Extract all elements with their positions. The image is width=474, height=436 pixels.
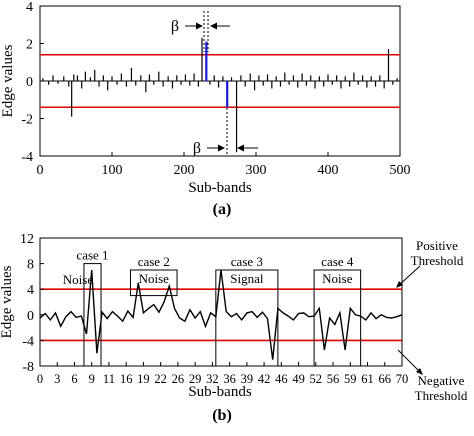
x-tick-label: 400 (318, 163, 339, 178)
y-tick-label: -4 (22, 334, 34, 349)
x-tick-label: 19 (137, 372, 150, 386)
y-tick-label: 0 (27, 309, 34, 324)
x-tick-label: 26 (172, 372, 185, 386)
x-tick-label: 39 (241, 372, 254, 386)
beta-annotation-top: β (171, 11, 230, 52)
x-tick-label: 46 (275, 372, 288, 386)
beta-arrowhead-right (210, 22, 217, 30)
beta-label-bottom: β (193, 140, 201, 157)
case-label: Signal (230, 271, 264, 286)
beta-bottom-arrowhead-left (218, 144, 225, 152)
panel-b-tag: (b) (212, 407, 232, 424)
case-box (130, 269, 178, 297)
y-tick-label: 4 (27, 283, 34, 298)
panel-a-xlabel: Sub-bands (188, 180, 251, 196)
positive-threshold-arrowhead (396, 281, 403, 288)
panel-a: 4 2 0 -2 -4 0 100 200 300 400 500 Sub-bands Edge … (0, 0, 411, 218)
y-tick-label: 0 (26, 75, 33, 90)
x-tick-label: 6 (71, 372, 77, 386)
beta-annotation-bottom: β (193, 108, 258, 157)
positive-threshold-arrow (397, 265, 421, 287)
x-tick-label: 36 (223, 372, 236, 386)
negative-threshold-arrowhead (416, 368, 423, 375)
case-label: Noise (139, 271, 170, 286)
x-tick-label: 0 (37, 372, 43, 386)
beta-label-top: β (171, 18, 179, 35)
x-tick-label: 0 (37, 163, 44, 178)
x-tick-label: 9 (89, 372, 95, 386)
x-tick-label: 300 (246, 163, 267, 178)
x-tick-label: 16 (120, 372, 133, 386)
edge-values-line (39, 269, 403, 360)
panel-b: case 1 Noise case 2 Noise case 3 Signal case 4… (0, 232, 468, 424)
x-tick-label: 59 (344, 372, 357, 386)
y-tick-label: 12 (20, 232, 34, 247)
x-tick-label: 100 (102, 163, 123, 178)
negative-threshold-label: Negative Threshold (415, 373, 468, 403)
case-title: case 4 (321, 254, 354, 269)
case-title: case 2 (138, 254, 170, 269)
x-tick-label: 66 (379, 372, 392, 386)
case-label: Noise (322, 271, 353, 286)
beta-bottom-arrowhead-right (237, 144, 244, 152)
x-tick-label: 52 (310, 372, 323, 386)
panel-a-tag: (a) (213, 201, 232, 218)
panel-b-xlabel: Sub-bands (188, 384, 251, 400)
case-box (313, 269, 362, 367)
x-tick-label: 61 (361, 372, 374, 386)
positive-threshold-label: Positive Threshold (411, 238, 464, 268)
x-tick-label: 22 (154, 372, 167, 386)
case-label: Noise (63, 272, 94, 287)
x-tick-label: 56 (327, 372, 340, 386)
panel-b-ylabel: Edge values (0, 265, 15, 338)
x-tick-label: 11 (103, 372, 115, 386)
x-tick-label: 200 (174, 163, 195, 178)
negative-threshold-arrow (397, 349, 421, 373)
x-tick-label: 70 (396, 372, 409, 386)
y-tick-label: -2 (21, 113, 33, 128)
case-box (83, 263, 102, 367)
y-tick-label: -4 (21, 150, 33, 165)
x-tick-label: 29 (189, 372, 202, 386)
beta-arrowhead-left (196, 22, 203, 30)
panel-a-ylabel: Edge values (0, 44, 16, 117)
case-title: case 3 (231, 254, 263, 269)
x-tick-label: 42 (258, 372, 271, 386)
y-tick-label: 4 (26, 0, 33, 15)
x-tick-label: 500 (390, 163, 411, 178)
x-tick-label: 3 (54, 372, 60, 386)
x-tick-label: 49 (292, 372, 305, 386)
y-tick-label: -8 (22, 360, 34, 375)
case-title: case 1 (76, 248, 108, 263)
x-tick-label: 32 (206, 372, 219, 386)
y-tick-label: 8 (27, 258, 34, 273)
y-tick-label: 2 (26, 38, 33, 53)
